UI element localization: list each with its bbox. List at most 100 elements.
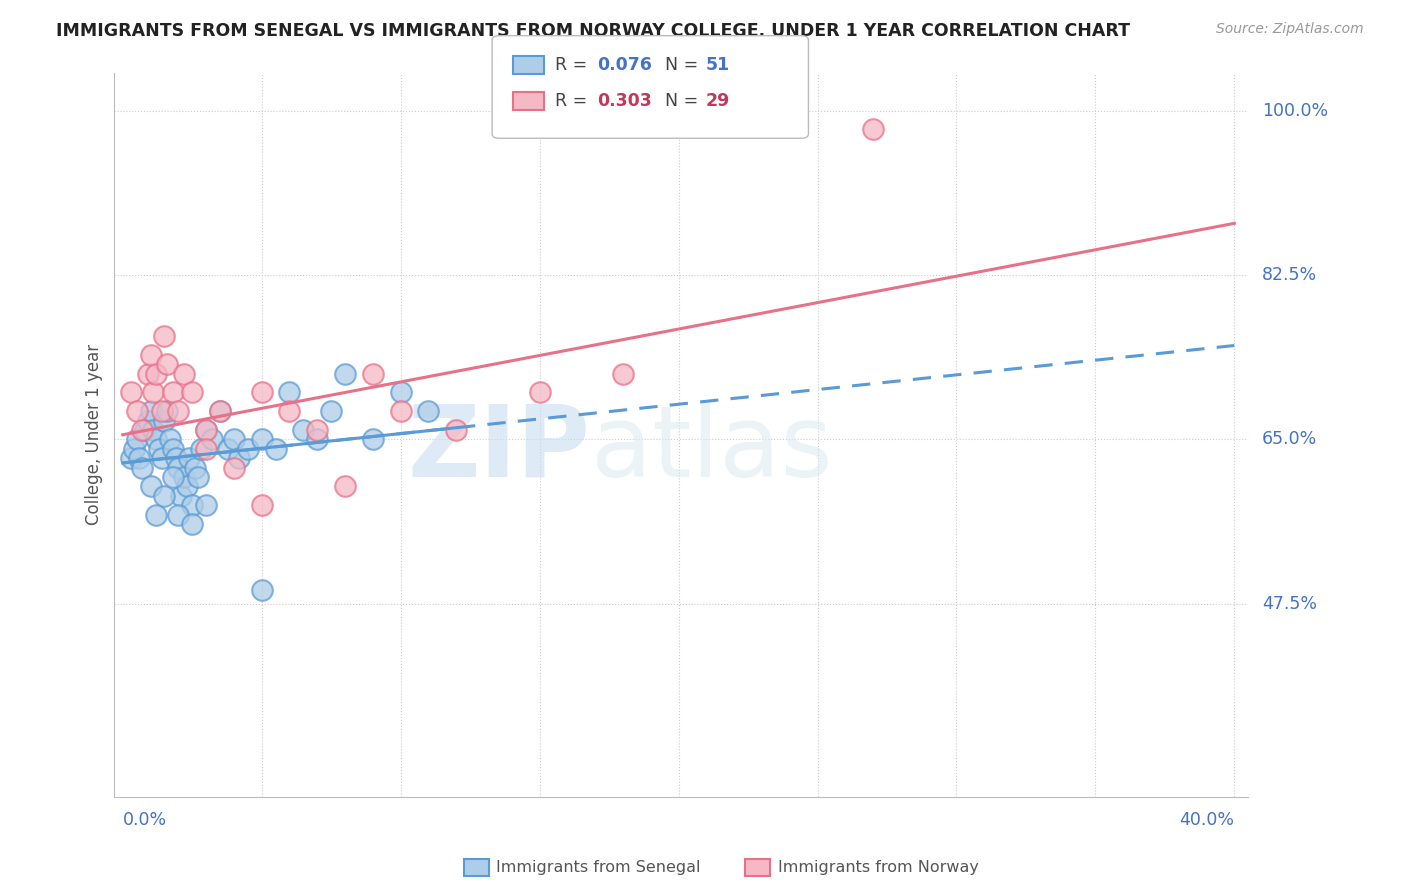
Point [208, 404, 231, 418]
Point [862, 122, 884, 136]
Text: R =: R = [555, 92, 593, 110]
Point [195, 423, 218, 437]
Point [321, 404, 343, 418]
Point [120, 385, 142, 400]
Point [195, 498, 218, 512]
Point [187, 470, 209, 484]
Point [170, 489, 193, 503]
Point [529, 385, 551, 400]
Point [162, 442, 184, 456]
Point [167, 508, 190, 522]
Point [612, 367, 634, 381]
Point [278, 385, 301, 400]
Point [228, 451, 250, 466]
Point [307, 423, 329, 437]
Point [131, 460, 153, 475]
Point [361, 367, 384, 381]
Point [153, 329, 176, 343]
Point [222, 460, 245, 475]
Point [145, 367, 167, 381]
Text: 51: 51 [706, 56, 730, 74]
Point [208, 404, 231, 418]
Text: atlas: atlas [591, 401, 832, 498]
Point [333, 367, 356, 381]
Point [250, 498, 273, 512]
Point [179, 451, 201, 466]
Text: 0.0%: 0.0% [122, 811, 167, 829]
Point [181, 516, 204, 531]
Point [307, 433, 329, 447]
Point [153, 489, 176, 503]
Text: 65.0%: 65.0% [1263, 431, 1317, 449]
Point [150, 451, 173, 466]
Point [120, 451, 142, 466]
Text: 29: 29 [706, 92, 730, 110]
Text: 100.0%: 100.0% [1263, 102, 1329, 120]
Point [139, 479, 162, 493]
Point [184, 460, 207, 475]
Point [181, 498, 204, 512]
Point [222, 433, 245, 447]
Point [418, 404, 440, 418]
Point [159, 433, 181, 447]
Point [173, 367, 195, 381]
Point [190, 442, 212, 456]
Point [173, 470, 195, 484]
Point [278, 404, 301, 418]
Text: N =: N = [665, 92, 704, 110]
Text: R =: R = [555, 56, 593, 74]
Point [195, 442, 218, 456]
Text: 40.0%: 40.0% [1180, 811, 1234, 829]
Point [139, 404, 162, 418]
Point [136, 367, 159, 381]
Text: IMMIGRANTS FROM SENEGAL VS IMMIGRANTS FROM NORWAY COLLEGE, UNDER 1 YEAR CORRELAT: IMMIGRANTS FROM SENEGAL VS IMMIGRANTS FR… [56, 22, 1130, 40]
Point [128, 451, 150, 466]
Text: 0.303: 0.303 [598, 92, 652, 110]
Point [165, 451, 187, 466]
Point [156, 404, 179, 418]
Point [153, 414, 176, 428]
Point [292, 423, 315, 437]
Point [176, 479, 198, 493]
Point [145, 433, 167, 447]
Text: 0.076: 0.076 [598, 56, 652, 74]
Point [264, 442, 287, 456]
Text: Source: ZipAtlas.com: Source: ZipAtlas.com [1216, 22, 1364, 37]
Point [125, 433, 148, 447]
Point [250, 385, 273, 400]
Point [131, 423, 153, 437]
Point [145, 508, 167, 522]
Point [142, 423, 165, 437]
Text: Immigrants from Senegal: Immigrants from Senegal [496, 860, 700, 874]
Point [250, 582, 273, 597]
Text: ZIP: ZIP [408, 401, 591, 498]
Point [250, 433, 273, 447]
Point [122, 442, 145, 456]
Point [389, 404, 412, 418]
Point [444, 423, 467, 437]
Point [156, 357, 179, 371]
Point [181, 385, 204, 400]
Point [139, 348, 162, 362]
Point [361, 433, 384, 447]
Point [142, 385, 165, 400]
Point [148, 442, 170, 456]
Text: Immigrants from Norway: Immigrants from Norway [778, 860, 979, 874]
Point [162, 385, 184, 400]
Text: N =: N = [665, 56, 704, 74]
Point [236, 442, 259, 456]
Point [167, 460, 190, 475]
Point [125, 404, 148, 418]
Text: 47.5%: 47.5% [1263, 595, 1317, 613]
Point [195, 423, 218, 437]
Point [333, 479, 356, 493]
Point [389, 385, 412, 400]
Point [201, 433, 224, 447]
Point [217, 442, 239, 456]
Y-axis label: College, Under 1 year: College, Under 1 year [86, 344, 103, 525]
Text: 82.5%: 82.5% [1263, 266, 1317, 284]
Point [167, 404, 190, 418]
Point [134, 423, 156, 437]
Point [136, 414, 159, 428]
Point [162, 470, 184, 484]
